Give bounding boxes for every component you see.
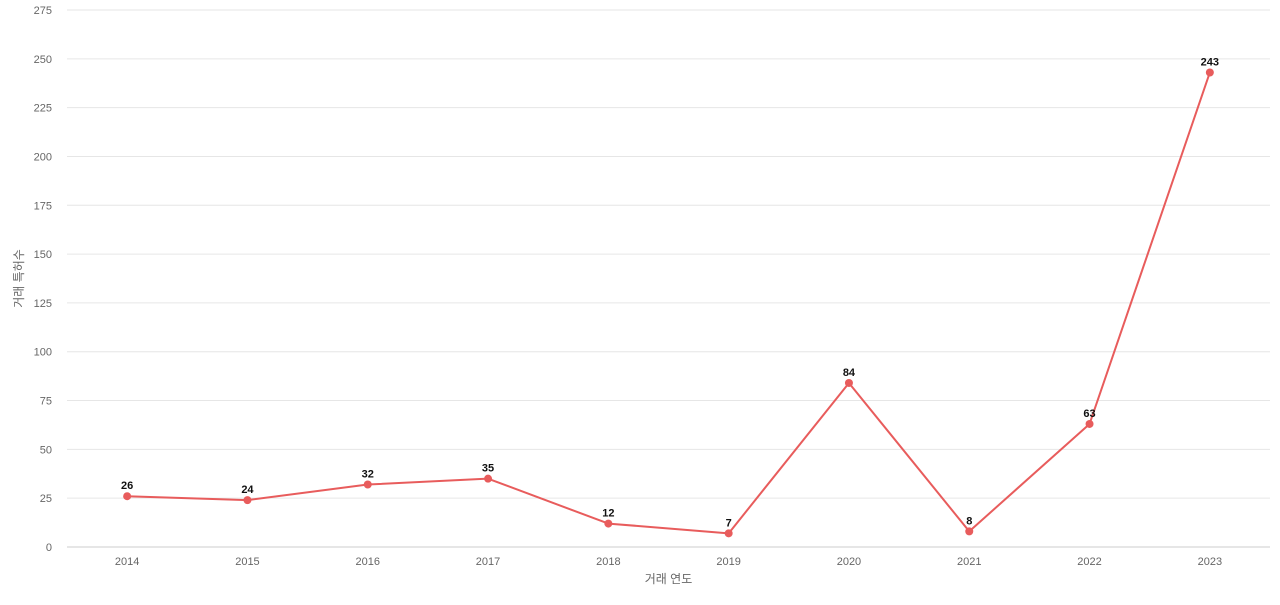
y-tick-label: 150 [34,249,52,261]
data-point[interactable] [965,527,974,536]
data-label: 12 [602,508,614,520]
data-point[interactable] [363,480,372,489]
y-tick-label: 200 [34,151,52,163]
data-point[interactable] [1205,68,1214,77]
y-tick-label: 275 [34,5,52,17]
data-point[interactable] [844,378,853,387]
y-tick-label: 225 [34,103,52,115]
data-point[interactable] [604,519,613,528]
y-axis-ticks: 0 25 50 75 100 125 150 175 200 225 250 275 [34,5,52,554]
series-line [127,72,1211,535]
data-label: 24 [241,484,254,496]
x-tick-label: 2019 [716,556,740,568]
x-tick-label: 2014 [115,556,139,568]
x-tick-label: 2017 [476,556,500,568]
data-label: 32 [362,469,374,481]
data-point[interactable] [1085,419,1094,428]
x-tick-label: 2020 [837,556,861,568]
series-group [123,68,1214,538]
data-label: 8 [966,515,972,527]
x-tick-label: 2016 [356,556,380,568]
y-tick-label: 25 [40,493,52,505]
data-point[interactable] [123,492,132,501]
y-axis-title: 거래 특허수 [12,249,26,308]
y-tick-label: 50 [40,444,52,456]
x-axis-title: 거래 연도 [645,572,693,586]
gridlines [67,9,1270,499]
x-tick-label: 2023 [1198,556,1222,568]
data-label: 26 [121,480,133,492]
x-axis-ticks: 2014 2015 2016 2017 2018 2019 2020 2021 2022 2023 [115,556,1222,568]
x-tick-label: 2018 [596,556,620,568]
x-tick-label: 2022 [1077,556,1101,568]
data-label: 7 [726,517,732,529]
x-tick-label: 2015 [235,556,259,568]
data-labels: 26 24 32 35 12 7 84 8 63 243 [121,56,1219,529]
data-label: 63 [1083,408,1095,420]
y-tick-label: 125 [34,298,52,310]
y-tick-label: 0 [46,542,52,554]
x-tick-label: 2021 [957,556,981,568]
y-tick-label: 175 [34,200,52,212]
data-label: 243 [1201,56,1219,68]
y-tick-label: 250 [34,54,52,66]
data-label: 35 [482,463,494,475]
data-point[interactable] [724,529,733,538]
data-label: 84 [843,367,856,379]
y-tick-label: 100 [34,347,52,359]
data-point[interactable] [243,496,252,505]
data-point[interactable] [484,474,493,483]
y-tick-label: 75 [40,396,52,408]
